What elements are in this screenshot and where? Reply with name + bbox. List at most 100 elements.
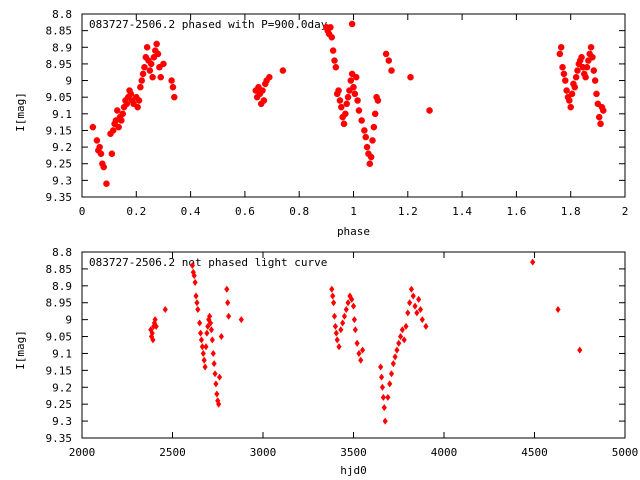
data-point [207, 312, 213, 320]
data-point [560, 70, 568, 78]
y-tick-label: 8.8 [52, 8, 72, 21]
plot-frame [81, 13, 626, 198]
data-point [133, 93, 140, 101]
data-point [571, 84, 578, 91]
data-point [556, 50, 564, 58]
y-tick-label: 9.2 [52, 381, 72, 394]
y-tick-label: 9.05 [46, 91, 73, 104]
data-point [350, 84, 357, 91]
data-point [419, 316, 425, 324]
data-point [135, 97, 143, 104]
data-point [112, 117, 120, 124]
data-point [591, 77, 599, 84]
x-tick-label: 0.4 [181, 205, 201, 218]
data-point [324, 27, 331, 34]
data-point [127, 90, 135, 98]
data-point [340, 319, 346, 327]
data-point [394, 346, 400, 354]
data-point [345, 299, 351, 307]
data-point [596, 113, 603, 121]
x-tick-label: 2 [622, 205, 629, 218]
x-tick-label: 3000 [250, 446, 277, 459]
data-point [401, 336, 407, 344]
data-point [204, 329, 210, 337]
y-tick-label: 9 [65, 75, 72, 88]
data-point [396, 339, 402, 347]
data-point [118, 117, 125, 124]
data-point [399, 326, 405, 334]
data-point [99, 160, 106, 167]
y-tick-label: 8.85 [46, 263, 73, 276]
data-point [583, 64, 591, 71]
x-tick-label: 0.8 [289, 205, 309, 218]
y-tick-label: 9.35 [46, 432, 73, 445]
data-point [343, 100, 350, 108]
x-tick-label: 2500 [159, 446, 186, 459]
data-point [378, 373, 385, 381]
data-point [191, 272, 197, 280]
data-point [380, 393, 386, 401]
data-point [192, 278, 198, 286]
chart-title: 083727-2506.2 not phased light curve [89, 256, 327, 269]
data-point [202, 363, 208, 371]
data-point [379, 383, 386, 391]
data-point [577, 57, 584, 64]
phased-light-curve-panel: 0 0.2 0.4 0.6 0.8 1 1.2 1.4 1.6 1.8 2 8.8 8.85 8.9 8.9… [14, 8, 628, 238]
data-point [120, 103, 128, 111]
data-point [349, 295, 355, 303]
data-point [361, 127, 368, 134]
data-point [586, 50, 593, 58]
data-point [134, 103, 141, 111]
data-point [168, 77, 175, 84]
y-tick-label: 9.1 [52, 108, 72, 121]
data-point [363, 143, 371, 151]
unphased-light-curve-panel: 2000 2500 3000 3500 4000 4500 5000 8.8 8.85 8.9 8.… [14, 246, 638, 477]
data-point [197, 329, 204, 337]
data-point [351, 90, 359, 98]
data-point [153, 322, 159, 330]
data-point [570, 80, 577, 88]
x-tick-label: 4500 [521, 446, 548, 459]
data-point [193, 292, 199, 300]
data-point [579, 64, 587, 71]
data-point [162, 305, 168, 313]
data-point [143, 44, 151, 51]
data-point [115, 123, 122, 131]
x-tick-label: 1.8 [561, 205, 581, 218]
data-point [598, 103, 606, 111]
y-tick-label: 8.9 [52, 280, 72, 293]
x-tick-label: 1.4 [452, 205, 472, 218]
data-point [107, 130, 114, 137]
data-point [577, 346, 583, 354]
chart-title: 083727-2506.2 phased with P=900.0day [89, 18, 328, 31]
data-point [388, 67, 395, 74]
data-point [600, 107, 607, 114]
data-point [426, 107, 433, 114]
data-point [108, 150, 116, 157]
data-point [564, 93, 572, 101]
data-point [148, 60, 155, 68]
plot-frame [81, 251, 626, 439]
data-point [154, 50, 162, 58]
data-point [390, 360, 396, 368]
data-point [93, 137, 101, 144]
data-point [597, 120, 604, 127]
data-point [365, 150, 372, 157]
data-point [332, 64, 340, 71]
data-point [207, 319, 214, 327]
data-point [582, 74, 589, 81]
data-point [572, 74, 580, 81]
data-point [114, 107, 121, 114]
data-point [567, 103, 574, 111]
y-tick-label: 9.1 [52, 347, 72, 360]
data-point [407, 74, 414, 81]
data-point [369, 137, 376, 144]
data-point [156, 64, 163, 71]
data-point [568, 90, 576, 98]
data-point [575, 60, 583, 68]
data-point [203, 343, 209, 351]
data-point [403, 322, 409, 330]
data-point [358, 117, 365, 124]
data-point [211, 360, 217, 368]
